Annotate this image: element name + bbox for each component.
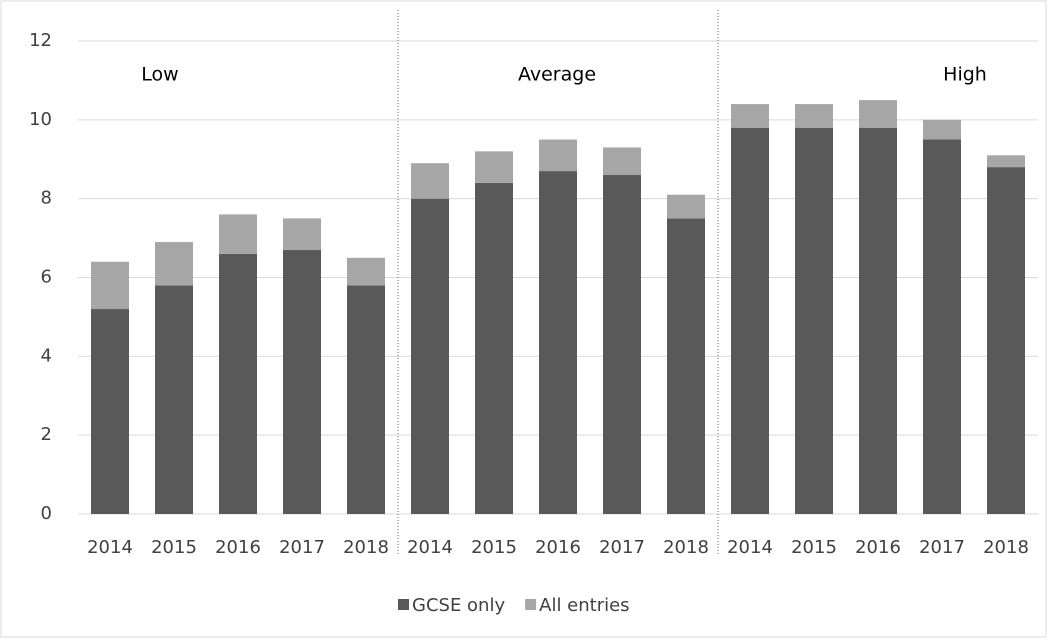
y-tick-label: 6 <box>41 267 52 288</box>
y-tick-label: 10 <box>29 109 52 130</box>
bar-segment <box>923 119 961 140</box>
x-tick-label: 2018 <box>983 537 1029 558</box>
x-tick-label: 2014 <box>87 537 133 558</box>
bar-segment <box>347 257 385 286</box>
legend-label: GCSE only <box>412 595 505 616</box>
legend-swatch <box>398 599 409 610</box>
bar-segment <box>219 253 257 514</box>
bar-segment <box>155 242 193 286</box>
bar-segment <box>539 171 577 514</box>
bar-segment <box>283 218 321 250</box>
bar-segment <box>603 147 641 176</box>
bar-segment <box>731 127 769 514</box>
x-tick-label: 2015 <box>151 537 197 558</box>
legend-swatch <box>525 599 537 610</box>
y-tick-label: 4 <box>41 345 52 366</box>
bar-segment <box>859 100 897 128</box>
bar-segment <box>219 214 257 254</box>
y-tick-label: 2 <box>41 424 52 445</box>
bar-segment <box>795 104 833 128</box>
bar-segment <box>987 155 1025 168</box>
x-tick-label: 2014 <box>727 537 773 558</box>
bar-segment <box>795 127 833 514</box>
bar-segment <box>731 104 769 128</box>
bar-segment <box>283 249 321 515</box>
x-tick-label: 2017 <box>599 537 645 558</box>
bar-segment <box>603 175 641 514</box>
bar-segment <box>347 285 385 514</box>
x-tick-label: 2017 <box>919 537 965 558</box>
group-label: High <box>943 64 987 86</box>
bar-segment <box>155 285 193 514</box>
bar-segment <box>923 139 961 514</box>
group-label: Low <box>141 64 178 86</box>
y-tick-label: 0 <box>41 503 52 524</box>
x-tick-label: 2016 <box>535 537 581 558</box>
x-tick-label: 2014 <box>407 537 453 558</box>
bar-segment <box>91 261 129 310</box>
bar-segment <box>475 182 513 514</box>
x-tick-label: 2015 <box>791 537 837 558</box>
bar-segment <box>859 127 897 514</box>
x-tick-label: 2016 <box>215 537 261 558</box>
legend-label: All entries <box>539 595 629 616</box>
bar-segment <box>987 167 1025 514</box>
bar-segment <box>411 198 449 514</box>
bar-segment <box>667 194 705 219</box>
x-tick-label: 2016 <box>855 537 901 558</box>
x-tick-label: 2018 <box>343 537 389 558</box>
y-tick-label: 12 <box>29 30 52 51</box>
bar-segment <box>411 163 449 199</box>
x-tick-label: 2018 <box>663 537 709 558</box>
group-label: Average <box>518 64 596 86</box>
bar-segment <box>475 151 513 183</box>
bar-segment <box>539 139 577 172</box>
y-tick-label: 8 <box>41 188 52 209</box>
bar-segment <box>91 309 129 514</box>
x-tick-label: 2015 <box>471 537 517 558</box>
bar-segment <box>667 218 705 514</box>
x-tick-label: 2017 <box>279 537 325 558</box>
